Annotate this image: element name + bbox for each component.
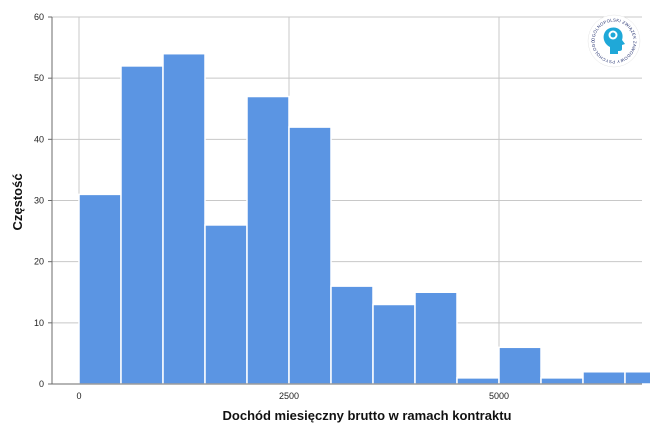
histogram-bar [498,346,542,385]
histogram-bar [330,285,374,385]
x-axis-title: Dochód miesięczny brutto w ramach kontra… [223,408,512,423]
x-tick-labels: 02500500075001000012500 [76,391,509,401]
association-logo: OGÓLNOPOLSKI ZWIĄZEK ZAWODOWY PSYCHOLOGÓ… [587,14,641,68]
histogram-bar [540,377,584,385]
histogram-bar [624,371,650,385]
histogram-bar [120,65,164,385]
histogram-bar [162,52,206,385]
y-axis-title: Częstość [10,173,25,230]
x-tick-label: 5000 [489,391,509,401]
y-tick-label: 40 [34,134,44,144]
y-tick-label: 20 [34,257,44,267]
x-tick-label: 0 [76,391,81,401]
histogram-bar [78,193,122,385]
head-profile-icon [603,27,625,54]
histogram-bar [414,291,458,385]
histogram-bar [456,377,500,385]
y-tick-label: 50 [34,73,44,83]
y-tick-labels: 0 10 20 30 40 50 60 [34,12,44,389]
bars [78,52,650,385]
histogram-bar [372,303,416,385]
y-tick-label: 60 [34,12,44,22]
x-tick-label: 2500 [279,391,299,401]
y-tick-label: 10 [34,318,44,328]
histogram-bar [582,371,626,385]
histogram-bar [246,95,290,385]
axes [48,16,642,385]
histogram-bar [204,224,248,385]
y-tick-label: 30 [34,196,44,206]
histogram-bar [288,126,332,385]
y-tick-label: 0 [39,379,44,389]
